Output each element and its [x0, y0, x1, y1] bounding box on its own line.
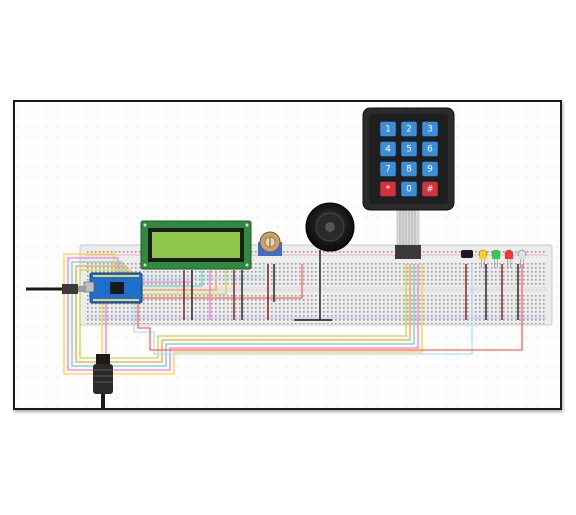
keypad-key: 7 — [379, 161, 397, 177]
wire — [75, 264, 411, 363]
keypad: 1 2 3 4 5 6 7 8 9 * 0 # — [362, 107, 455, 211]
keypad-key-label: 3 — [427, 125, 433, 135]
speaker — [305, 202, 355, 252]
dc-barrel-jack — [93, 354, 113, 408]
keypad-key-label: 0 — [406, 185, 412, 195]
keypad-ribbon — [395, 206, 421, 259]
lcd-display — [140, 220, 252, 270]
keypad-key-label: 8 — [406, 165, 412, 175]
keypad-key: 0 — [400, 181, 418, 197]
keypad-key-label: # — [426, 185, 434, 195]
wire — [142, 264, 265, 279]
keypad-key-label: 7 — [385, 165, 391, 175]
breadboard — [79, 244, 553, 326]
keypad-key-label: 9 — [427, 165, 433, 175]
wire — [142, 270, 203, 287]
keypad-key: 9 — [421, 161, 439, 177]
circuit-diagram: 1 2 3 4 5 6 7 8 9 * 0 # — [15, 102, 560, 408]
wire — [142, 270, 217, 291]
keypad-key: 6 — [421, 141, 439, 157]
led — [504, 249, 514, 268]
keypad-key: 8 — [400, 161, 418, 177]
keypad-key-label: 1 — [385, 125, 391, 135]
usb-cable — [26, 284, 86, 294]
keypad-key: 3 — [421, 121, 439, 137]
breadboard-jumpers — [183, 250, 519, 321]
keypad-key: 2 — [400, 121, 418, 137]
wire — [133, 264, 473, 355]
wire — [67, 257, 419, 371]
keypad-key-label: 4 — [385, 145, 391, 155]
arduino-board — [83, 272, 143, 304]
keypad-key-label: * — [386, 185, 391, 195]
keypad-key: * — [379, 181, 397, 197]
wire — [79, 264, 407, 359]
transistor — [461, 250, 473, 258]
keypad-key-label: 6 — [427, 145, 433, 155]
led-row — [478, 249, 527, 268]
wire — [71, 261, 415, 367]
led — [478, 249, 488, 268]
wire — [142, 264, 303, 299]
wire — [63, 253, 423, 375]
keypad-key: 1 — [379, 121, 397, 137]
keypad-key: 5 — [400, 141, 418, 157]
led — [491, 249, 501, 268]
led — [517, 249, 527, 268]
lcd-screen — [152, 232, 240, 258]
circuit-diagram-frame: 1 2 3 4 5 6 7 8 9 * 0 # — [13, 100, 562, 410]
potentiometer — [258, 231, 282, 256]
keypad-key: 4 — [379, 141, 397, 157]
keypad-key: # — [421, 181, 439, 197]
wire — [137, 264, 523, 351]
keypad-key-label: 2 — [406, 125, 412, 135]
keypad-key-label: 5 — [406, 145, 412, 155]
